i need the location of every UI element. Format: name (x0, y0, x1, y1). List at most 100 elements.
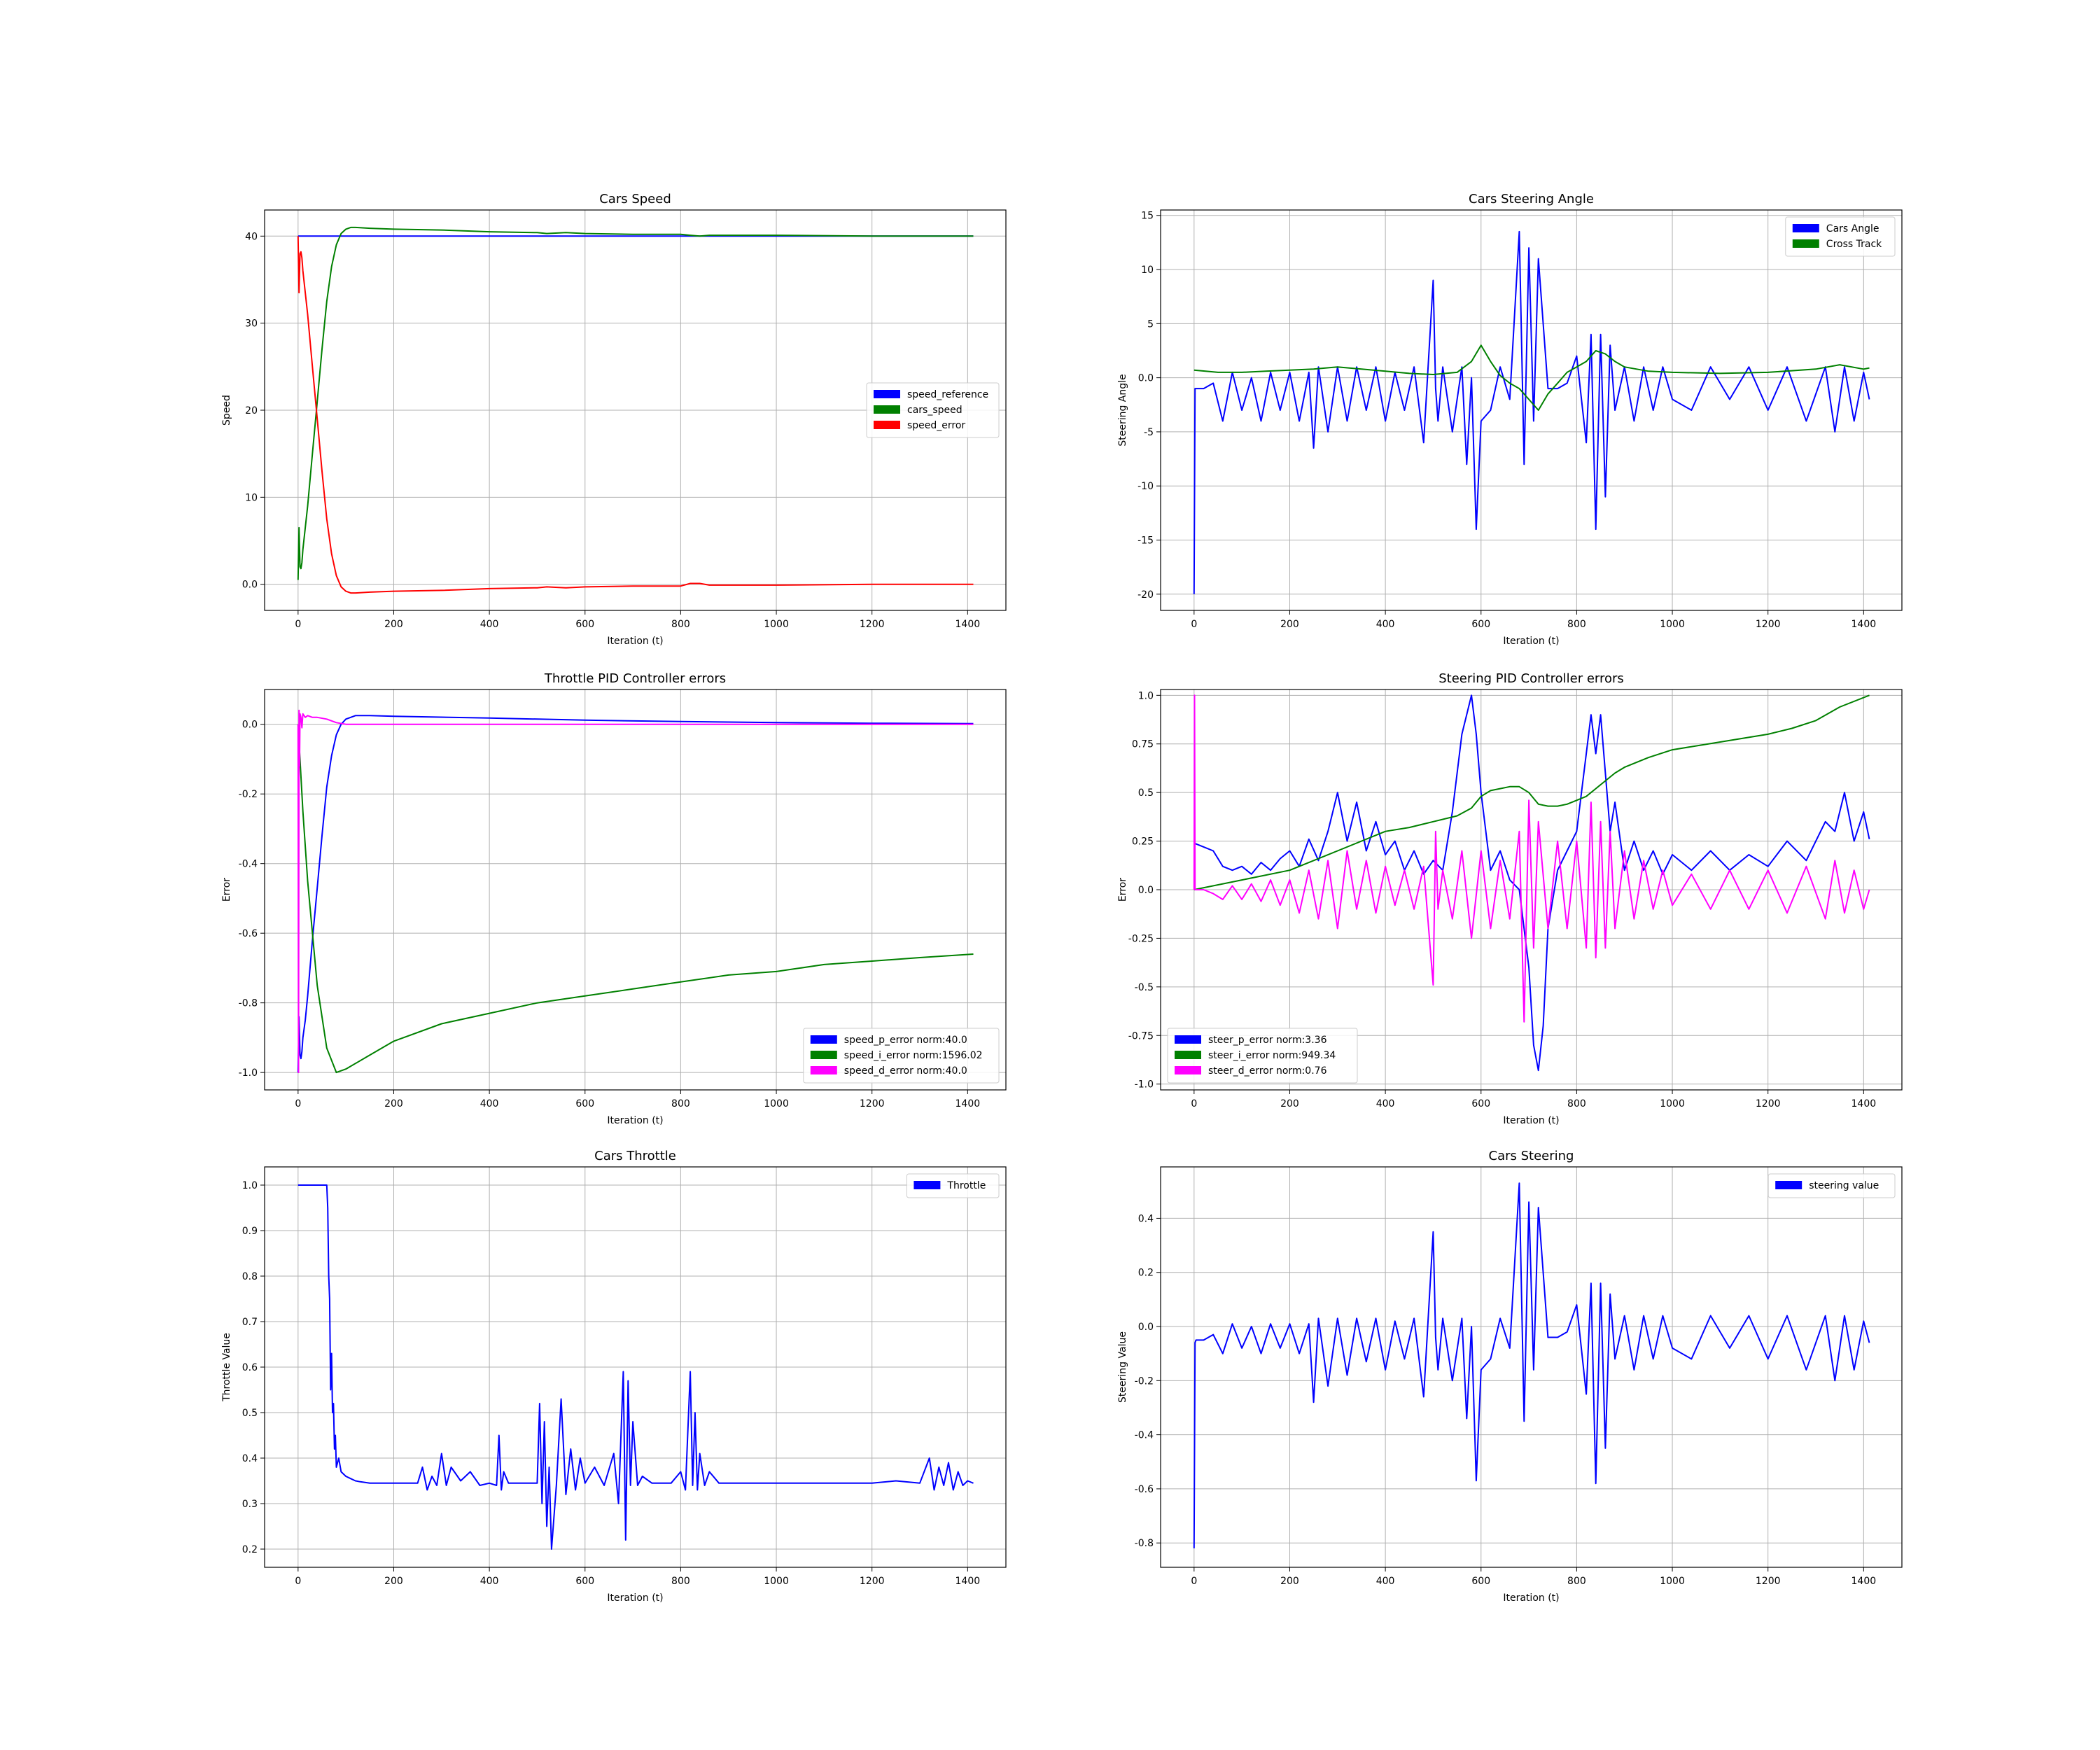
x-tick-label: 600 (1471, 1098, 1490, 1110)
series-line-2 (297, 236, 974, 594)
legend-swatch (1175, 1035, 1201, 1044)
legend-swatch (1175, 1051, 1201, 1059)
y-tick-label: 0.5 (1138, 788, 1154, 799)
x-tick-label: 0 (295, 619, 301, 630)
y-tick-label: 0.6 (242, 1362, 258, 1373)
x-tick-label: 200 (1280, 1098, 1299, 1110)
y-tick-label: 5 (1147, 318, 1154, 330)
x-tick-label: 800 (671, 1576, 690, 1587)
y-axis-label: Throttle Value (221, 1333, 232, 1402)
chart-throttle-pid: 0 200 400 600 800 1000 1200 1400 -1.0 -0.8 -0.6 -0.… (221, 671, 1007, 1126)
x-tick-label: 1400 (1851, 1098, 1877, 1110)
y-tick-label: -0.4 (239, 859, 258, 870)
x-axis-label: Iteration (t) (607, 636, 663, 647)
y-tick-label: 30 (245, 318, 258, 330)
legend: Throttle (906, 1173, 1000, 1198)
y-tick-label: -0.6 (239, 928, 258, 939)
x-tick-label: 400 (480, 1576, 499, 1587)
series-line-0 (297, 715, 974, 1073)
chart-title: Cars Steering Angle (1469, 192, 1594, 206)
legend-label: speed_i_error norm:1596.02 (844, 1050, 983, 1061)
y-tick-label: 10 (1141, 265, 1154, 276)
x-axis-label: Iteration (t) (1503, 1592, 1559, 1604)
legend-swatch (1792, 239, 1819, 248)
legend-box (906, 1173, 1000, 1198)
y-tick-label: -10 (1138, 481, 1154, 492)
legend-box (1167, 1028, 1358, 1084)
legend: speed_p_error norm:40.0 speed_i_error nor… (803, 1028, 1000, 1084)
y-tick-label: -15 (1138, 536, 1154, 547)
x-tick-label: 0 (1191, 1098, 1197, 1110)
x-tick-label: 400 (480, 619, 499, 630)
y-tick-label: -0.2 (1135, 1376, 1154, 1387)
y-tick-label: 15 (1141, 211, 1154, 222)
y-tick-label: 0.4 (242, 1453, 258, 1464)
x-tick-label: 0 (295, 1576, 301, 1587)
series-line-0 (1194, 694, 1870, 1072)
legend: steer_p_error norm:3.36 steer_i_error nor… (1167, 1028, 1358, 1084)
y-tick-label: 1.0 (242, 1180, 258, 1191)
x-tick-label: 0 (1191, 1576, 1197, 1587)
legend-swatch (874, 390, 900, 398)
y-tick-label: 0.2 (1138, 1268, 1154, 1279)
y-tick-label: 0.0 (242, 720, 258, 731)
legend-label: Cars Angle (1826, 223, 1879, 234)
x-axis-label: Iteration (t) (607, 1592, 663, 1604)
y-tick-label: 0.7 (242, 1317, 258, 1328)
x-tick-label: 200 (384, 1576, 403, 1587)
chart-title: Cars Speed (599, 192, 671, 206)
y-tick-label: 1.0 (1138, 690, 1154, 701)
y-tick-label: -20 (1138, 589, 1154, 601)
axes-frame (264, 689, 1007, 1091)
x-tick-label: 200 (384, 1098, 403, 1110)
series-line-1 (297, 724, 974, 1074)
legend-label: steer_p_error norm:3.36 (1208, 1035, 1327, 1046)
legend-swatch (810, 1051, 837, 1059)
y-tick-label: 0.3 (242, 1499, 258, 1510)
legend-label: steer_i_error norm:949.34 (1208, 1050, 1336, 1061)
legend-label: speed_error (907, 420, 965, 431)
legend-swatch (1175, 1066, 1201, 1074)
series-line-0 (298, 1184, 974, 1550)
y-axis-label: Error (221, 878, 232, 902)
y-tick-label: -0.8 (1135, 1538, 1154, 1549)
series-line-2 (297, 709, 974, 1074)
y-tick-label: 10 (245, 492, 258, 503)
x-tick-label: 1000 (764, 1098, 789, 1110)
chart-steering-angle: 0 200 400 600 800 1000 1200 1400 -20 -15 -10 -5 0.0 5… (1117, 192, 1903, 647)
series-line-1 (1194, 344, 1870, 411)
x-tick-label: 1000 (1660, 1098, 1685, 1110)
series-line-0 (1193, 230, 1870, 594)
y-tick-label: 40 (245, 231, 258, 242)
x-tick-label: 1200 (860, 619, 885, 630)
legend-label: Throttle (946, 1180, 986, 1191)
legend-swatch (874, 421, 900, 429)
legend-label: cars_speed (907, 405, 962, 416)
y-tick-label: -0.4 (1135, 1430, 1154, 1441)
y-tick-label: 0.8 (242, 1271, 258, 1282)
legend-swatch (913, 1181, 941, 1189)
x-axis-label: Iteration (t) (607, 1115, 663, 1126)
x-tick-label: 1200 (860, 1576, 885, 1587)
x-tick-label: 800 (671, 1098, 690, 1110)
chart-title: Cars Steering (1489, 1149, 1574, 1163)
legend: Cars Angle Cross Track (1785, 216, 1896, 257)
x-tick-label: 600 (1471, 619, 1490, 630)
y-tick-label: 0.0 (1138, 1322, 1154, 1333)
y-axis-label: Speed (221, 395, 232, 426)
y-tick-label: -5 (1144, 427, 1154, 438)
x-tick-label: 400 (480, 1098, 499, 1110)
y-tick-label: 0.75 (1132, 739, 1154, 750)
y-axis-label: Steering Angle (1117, 374, 1128, 446)
y-tick-label: 0.5 (242, 1408, 258, 1419)
x-tick-label: 600 (1471, 1576, 1490, 1587)
legend-box (803, 1028, 1000, 1084)
x-tick-label: 1200 (1756, 619, 1781, 630)
x-axis-label: Iteration (t) (1503, 636, 1559, 647)
x-axis-label: Iteration (t) (1503, 1115, 1559, 1126)
y-tick-label: 0.25 (1132, 836, 1154, 848)
chart-steering-pid: 0 200 400 600 800 1000 1200 1400 -1.0 -0.75 -0.5 -0… (1117, 671, 1903, 1126)
legend: speed_reference cars_speed speed_error (866, 382, 1000, 438)
series-line-1 (297, 226, 974, 580)
x-tick-label: 800 (1567, 1576, 1586, 1587)
